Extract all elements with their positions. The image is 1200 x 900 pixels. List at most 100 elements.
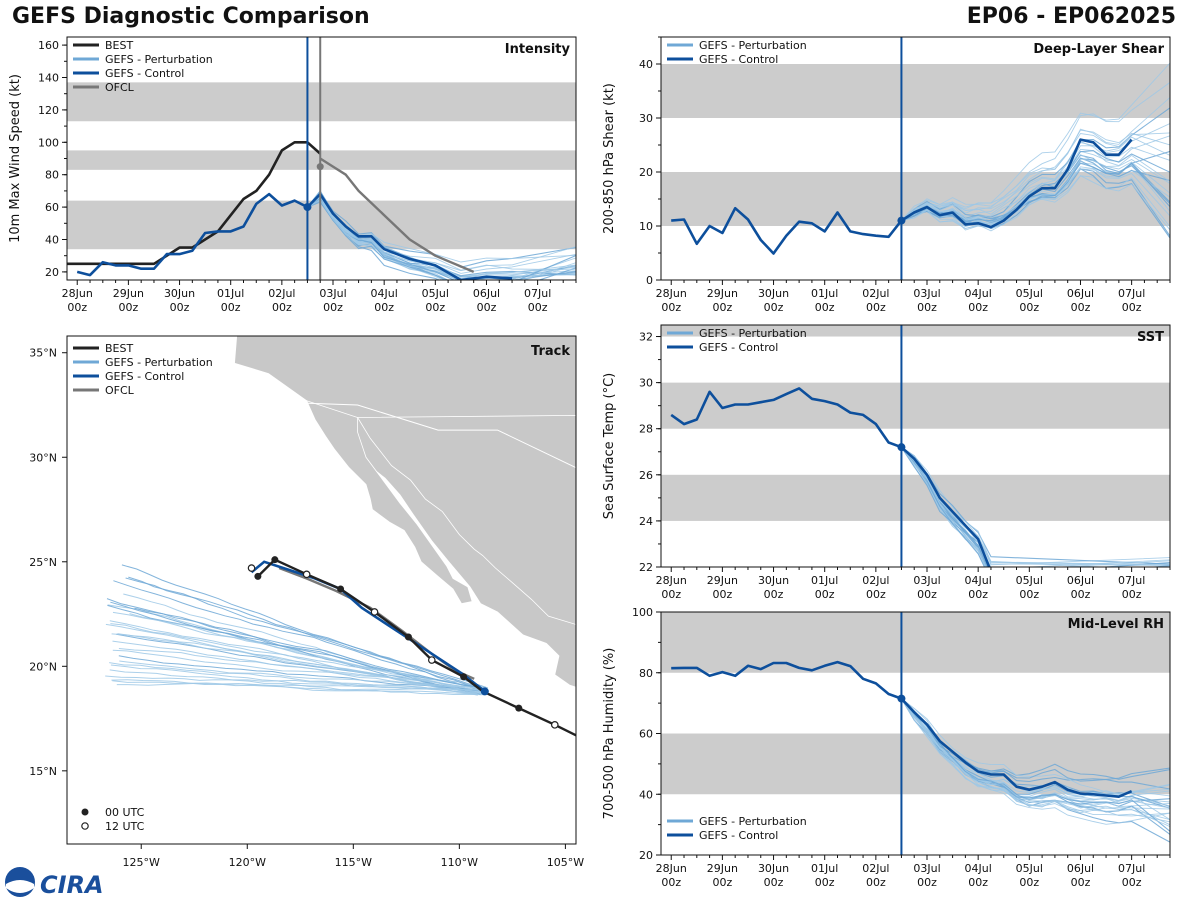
plot-area [671,62,1170,255]
panel-title: SST [1137,330,1164,345]
perturbation-line [901,698,1170,828]
threshold-band [661,474,1170,521]
x-tick-label-hour: 00z [661,301,681,314]
x-tick-label-hour: 00z [1071,301,1091,314]
perturbation-track [111,633,489,689]
legend-label: GEFS - Perturbation [699,815,807,828]
best-00utc-marker [337,585,345,593]
y-tick-label: 10 [639,220,653,233]
y-tick-label: 60 [45,201,59,214]
x-tick-label-hour: 00z [1019,588,1039,601]
best-00utc-marker [515,704,523,712]
threshold-band [661,612,1170,673]
x-tick-label-hour: 00z [866,876,886,889]
legend-label: OFCL [105,81,135,94]
x-tick-label-date: 07Jul [1118,574,1145,587]
control-line [670,387,991,567]
cira-logo: CIRA [5,867,104,899]
x-tick-label-date: 02Jul [862,287,889,300]
x-tick-label-hour: 00z [528,301,548,314]
x-tick-label-date: 07Jul [1118,287,1145,300]
y-tick-label: 40 [45,234,59,247]
x-tick-label-hour: 00z [764,588,784,601]
x-tick-label-date: 02Jul [862,862,889,875]
y-axis-label: 10m Max Wind Speed (kt) [8,74,23,243]
init-marker [897,216,906,225]
x-tick-label-date: 30Jun [164,287,195,300]
legend-label: GEFS - Perturbation [105,356,213,369]
x-tick-label-hour: 00z [661,588,681,601]
baja-peninsula [305,400,473,605]
x-tick-label-date: 05Jul [1016,862,1043,875]
x-tick-label-date: 29Jun [707,862,738,875]
x-tick-label-date: 03Jul [913,574,940,587]
y-tick-label: 60 [639,728,653,741]
noaa-wave-icon [6,880,34,893]
y-tick-label: 20 [639,166,653,179]
x-tick-label-hour: 00z [917,876,937,889]
init-marker [303,203,312,212]
x-tick-label-hour: 00z [1019,301,1039,314]
y-axis-label: Sea Surface Temp (°C) [602,373,617,520]
lon-tick-label: 120°W [229,856,266,869]
x-tick-label-date: 28Jun [656,862,687,875]
x-tick-label-date: 05Jul [1016,574,1043,587]
x-tick-label-date: 01Jul [811,574,838,587]
y-axis-label: 700-500 hPa Humidity (%) [602,648,617,820]
control-line [76,192,513,280]
x-tick-label-hour: 00z [477,301,497,314]
cira-wordmark: CIRA [40,871,104,899]
y-tick-label: 0 [646,274,653,287]
perturbation-track [116,633,488,695]
perturbation-track [110,601,487,691]
y-tick-label: 40 [639,58,653,71]
x-tick-label-date: 06Jul [1067,862,1094,875]
x-tick-label-hour: 00z [712,588,732,601]
perturbation-line [901,698,1170,795]
x-tick-label-hour: 00z [118,301,138,314]
legend-00utc-marker [81,808,89,816]
x-tick-label-hour: 00z [67,301,87,314]
x-tick-label-hour: 00z [968,876,988,889]
x-tick-label-date: 05Jul [422,287,449,300]
x-tick-label-date: 28Jun [656,574,687,587]
x-tick-label-hour: 00z [866,301,886,314]
y-tick-label: 80 [45,169,59,182]
x-tick-label-hour: 00z [1122,301,1142,314]
plot-area [670,387,1170,567]
x-tick-label-hour: 00z [712,876,732,889]
x-tick-label-hour: 00z [764,301,784,314]
lat-tick-label: 15°N [29,765,57,778]
panel-title: Track [531,344,570,359]
lon-tick-label: 125°W [123,856,160,869]
x-tick-label-date: 29Jun [707,287,738,300]
lat-tick-label: 35°N [29,347,57,360]
perturbation-track [105,675,483,693]
x-tick-label-date: 01Jul [811,862,838,875]
x-tick-label-hour: 00z [1019,876,1039,889]
x-tick-label-date: 03Jul [913,862,940,875]
x-tick-label-hour: 00z [425,301,445,314]
legend-label: 00 UTC [105,806,145,819]
axes-frame [660,324,1171,568]
x-tick-label-date: 03Jul [319,287,346,300]
x-tick-label-hour: 00z [815,876,835,889]
best-00utc-marker [404,633,412,641]
perturbation-track [105,623,487,694]
border-line [236,400,576,469]
x-tick-label-date: 28Jun [62,287,93,300]
best-00utc-marker [460,673,468,681]
y-tick-label: 32 [639,331,653,344]
y-axis-label: 200-850 hPa Shear (kt) [602,83,617,234]
legend-label: BEST [105,39,133,52]
plot-area [67,141,576,280]
perturbation-track [128,576,487,688]
perturbation-line [901,446,1170,567]
y-tick-label: 140 [38,72,59,85]
x-tick-label-date: 04Jul [965,574,992,587]
perturbation-track [109,669,484,695]
control-track [250,560,486,693]
perturbation-track [134,607,486,691]
perturbation-line [901,698,1170,823]
